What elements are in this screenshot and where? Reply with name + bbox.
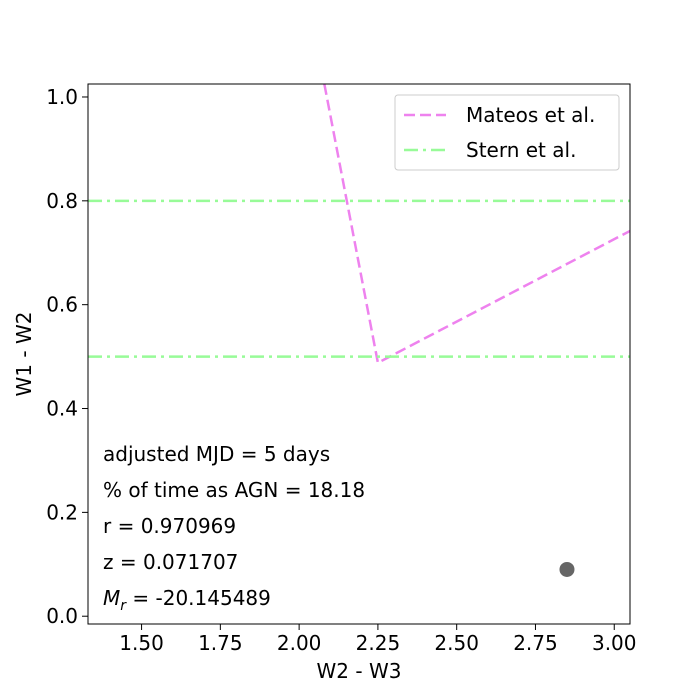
annotation-mr: Mr = -20.145489 bbox=[103, 586, 271, 614]
y-tick-label: 0.6 bbox=[46, 293, 78, 317]
x-tick-label: 2.00 bbox=[277, 631, 322, 655]
x-tick-label: 2.75 bbox=[513, 631, 558, 655]
y-tick-label: 1.0 bbox=[46, 85, 78, 109]
x-tick-label: 1.75 bbox=[198, 631, 243, 655]
y-axis-label: W1 - W2 bbox=[12, 312, 36, 397]
annotation-r: r = 0.970969 bbox=[103, 514, 236, 538]
x-tick-label: 2.25 bbox=[356, 631, 401, 655]
data-point bbox=[559, 561, 575, 577]
x-tick-label: 3.00 bbox=[592, 631, 637, 655]
x-tick-label: 2.50 bbox=[434, 631, 479, 655]
legend-box bbox=[394, 94, 620, 171]
y-tick-label: 0.8 bbox=[46, 189, 78, 213]
series-line-mateos bbox=[323, 84, 630, 365]
plot-background bbox=[88, 84, 630, 624]
x-tick-label: 1.50 bbox=[119, 631, 164, 655]
y-tick-label: 0.0 bbox=[46, 604, 78, 628]
annotation-agn: % of time as AGN = 18.18 bbox=[103, 478, 365, 502]
y-tick-label: 0.2 bbox=[46, 500, 78, 524]
x-axis-label: W2 - W3 bbox=[317, 659, 402, 683]
legend-label: Stern et al. bbox=[466, 138, 576, 162]
annotation-z: z = 0.071707 bbox=[103, 550, 238, 574]
annotation-mjd: adjusted MJD = 5 days bbox=[103, 442, 330, 466]
legend-label: Mateos et al. bbox=[466, 103, 595, 127]
plot-frame bbox=[87, 83, 631, 625]
y-tick-label: 0.4 bbox=[46, 397, 78, 421]
legend: Mateos et al. Stern et al. bbox=[394, 94, 620, 171]
